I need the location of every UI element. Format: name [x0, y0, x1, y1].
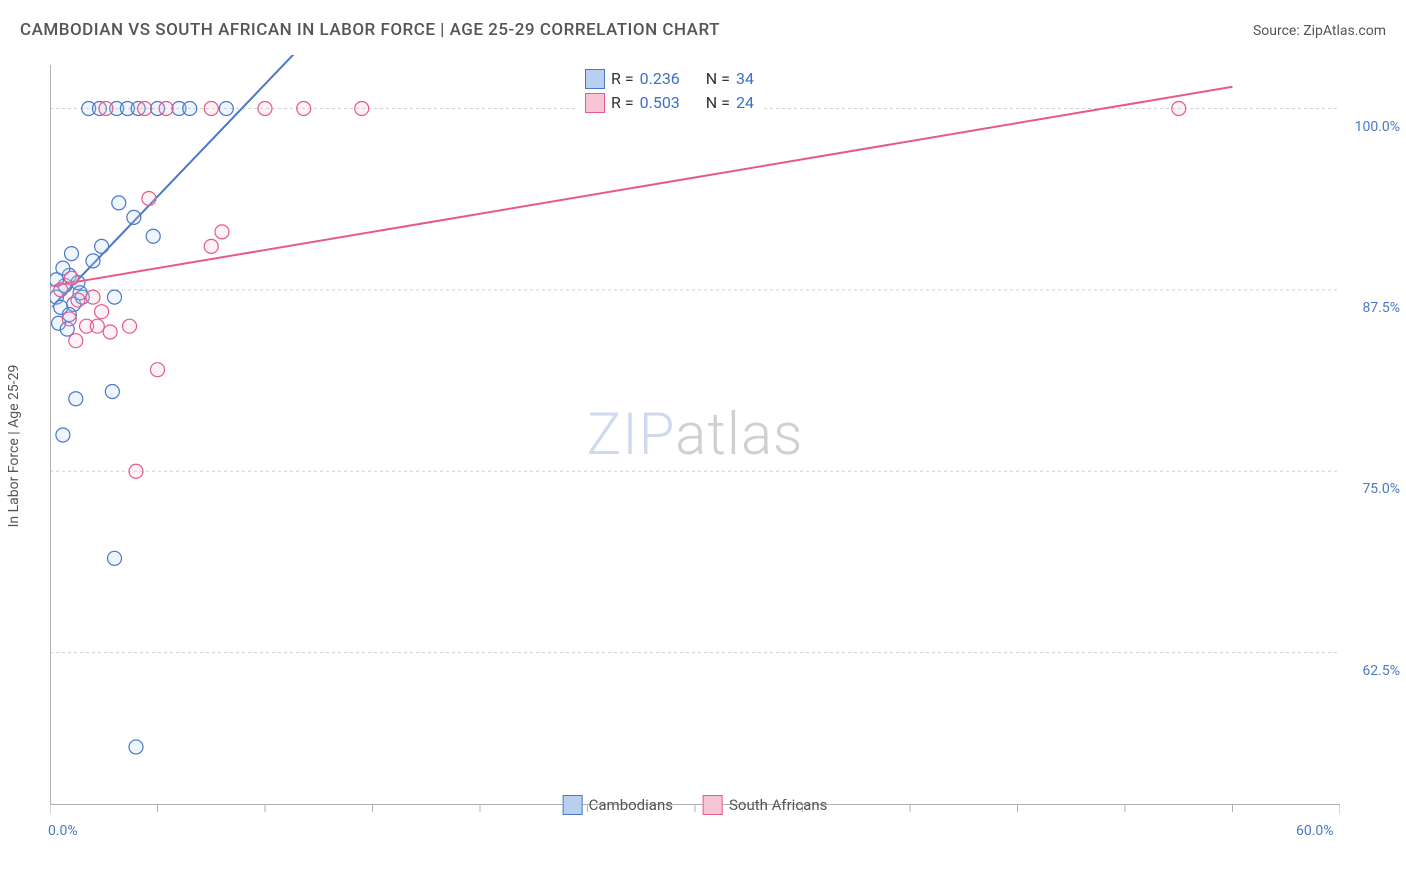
scatter-chart	[50, 55, 1340, 815]
chart-header: CAMBODIAN VS SOUTH AFRICAN IN LABOR FORC…	[20, 20, 1386, 40]
y-axis-label: In Labor Force | Age 25-29	[6, 365, 22, 528]
source-label: Source:	[1253, 23, 1300, 39]
legend-item-cambodians: Cambodians	[563, 795, 673, 815]
r-value: 0.503	[640, 91, 680, 115]
y-tick-label: 100.0%	[1345, 119, 1400, 135]
y-tick-label: 87.5%	[1345, 300, 1400, 316]
stats-legend: R = 0.236 N = 34 R = 0.503 N = 24	[575, 63, 764, 119]
n-label: N =	[706, 67, 730, 91]
legend-label-south-africans: South Africans	[729, 796, 827, 814]
source-value: ZipAtlas.com	[1303, 23, 1386, 39]
r-label: R =	[611, 91, 634, 115]
r-value: 0.236	[640, 67, 680, 91]
stats-legend-row: R = 0.503 N = 24	[585, 91, 754, 115]
chart-title: CAMBODIAN VS SOUTH AFRICAN IN LABOR FORC…	[20, 20, 720, 40]
legend-swatch	[585, 93, 605, 113]
x-tick-label: 0.0%	[48, 823, 78, 839]
y-tick-label: 62.5%	[1345, 663, 1400, 679]
r-label: R =	[611, 67, 634, 91]
legend-swatch-cambodians	[563, 795, 583, 815]
n-value: 24	[736, 91, 754, 115]
series-legend: Cambodians South Africans	[563, 795, 828, 815]
n-value: 34	[736, 67, 754, 91]
legend-label-cambodians: Cambodians	[589, 796, 673, 814]
legend-swatch	[585, 69, 605, 89]
n-label: N =	[706, 91, 730, 115]
chart-container: ZIPatlas 62.5%75.0%87.5%100.0% 0.0%60.0%…	[50, 55, 1340, 815]
legend-swatch-south-africans	[703, 795, 723, 815]
stats-legend-row: R = 0.236 N = 34	[585, 67, 754, 91]
x-tick-label: 60.0%	[1296, 823, 1334, 839]
chart-source: Source: ZipAtlas.com	[1253, 23, 1386, 39]
y-tick-label: 75.0%	[1345, 481, 1400, 497]
legend-item-south-africans: South Africans	[703, 795, 827, 815]
